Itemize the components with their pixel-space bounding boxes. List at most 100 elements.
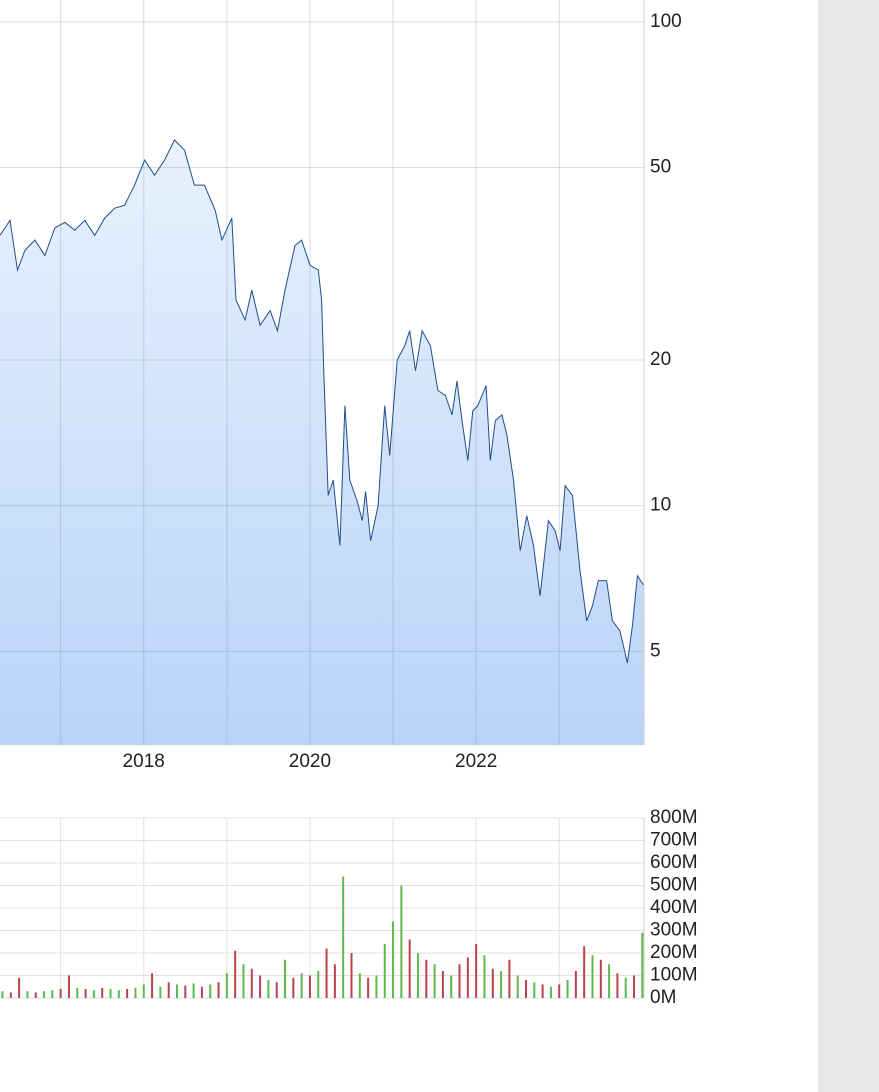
volume-bar [466,957,469,998]
volume-bar [616,973,619,998]
volume-bar [441,971,444,998]
volume-bar [84,989,87,998]
x-tick-label: 2018 [123,751,165,772]
y-tick-label: 0M [650,987,676,1008]
volume-bar [367,977,370,998]
price-line [0,139,645,664]
volume-bar [641,932,644,998]
volume-bar [325,948,328,998]
y-tick-label: 100 [650,11,682,32]
y-tick-label: 600M [650,852,698,873]
volume-bar [342,876,345,998]
volume-bar [533,982,536,998]
chart: 2018 2020 2022 100 50 20 10 5 800M700M600M500M40… [0,0,698,1008]
volume-bar [525,980,528,998]
volume-bar [333,964,336,998]
volume-bar [126,989,129,998]
volume-bar [225,973,228,998]
volume-bar [43,991,46,998]
volume-bar [408,939,411,998]
volume-bar [267,980,270,998]
volume-bar [1,991,4,998]
volume-bar [250,968,253,998]
volume-bar [591,955,594,998]
volume-bar [392,921,395,998]
volume-bar [599,959,602,998]
y-tick-label: 200M [650,942,698,963]
y-tick-label: 10 [650,495,671,516]
volume-bar [500,971,503,998]
y-tick-label: 50 [650,157,671,178]
volume-bar [608,964,611,998]
volume-bar [508,959,511,998]
y-tick-label: 300M [650,920,698,941]
volume-bar [59,989,62,998]
volume-bar [383,944,386,998]
x-tick-label: 2022 [455,751,497,772]
volume-bar [433,964,436,998]
volume-bar [292,977,295,998]
volume-bar [516,975,519,998]
volume-bar [475,944,478,998]
volume-bar [400,885,403,998]
volume-bar [101,987,104,998]
volume-bar [549,986,552,998]
volume-bar [633,975,636,998]
volume-bar [583,946,586,998]
volume-bar [200,986,203,998]
volume-bar [541,984,544,998]
volume-bar [26,991,29,998]
volume-bar [450,975,453,998]
volume-bar [574,971,577,998]
volume-bar [275,982,278,998]
volume-bar [300,973,303,998]
volume-bar [491,968,494,998]
volume-bar [175,984,178,998]
volume-bar [259,975,262,998]
volume-bar [483,955,486,998]
volume-bar [9,992,12,998]
volume-bar [92,990,95,998]
volume-bar [350,953,353,998]
volume-bar [209,984,212,998]
volume-bar [558,984,561,998]
y-tick-label: 20 [650,349,671,370]
x-tick-label: 2020 [289,751,331,772]
volume-bar [308,975,311,998]
volume-bar [184,985,187,998]
volume-bar [566,980,569,998]
volume-bar [18,977,21,998]
volume-bar [317,971,320,998]
volume-bar [51,990,54,998]
y-tick-label: 100M [650,965,698,986]
y-tick-label: 500M [650,875,698,896]
volume-bar [234,950,237,998]
volume-bar [142,984,145,998]
volume-bar [109,989,112,998]
y-tick-label: 5 [650,640,661,661]
volume-bar [67,975,70,998]
volume-bar [242,964,245,998]
volume-bar [358,973,361,998]
y-tick-label: 400M [650,897,698,918]
price-area [0,140,644,745]
volume-bar [375,975,378,998]
volume-bar [192,983,195,998]
volume-bar [151,973,154,998]
volume-bar [76,987,79,998]
y-tick-label: 700M [650,830,698,851]
volume-bar [284,959,287,998]
volume-bar [159,986,162,998]
volume-bar [458,964,461,998]
side-panel [818,0,879,1092]
volume-bar [134,987,137,998]
volume-bar [624,977,627,998]
volume-bar [117,990,120,998]
volume-bar [167,982,170,998]
y-tick-label: 800M [650,807,698,828]
volume-bar [416,953,419,998]
volume-bar [217,982,220,998]
volume-bar [34,992,37,998]
volume-bar [425,959,428,998]
